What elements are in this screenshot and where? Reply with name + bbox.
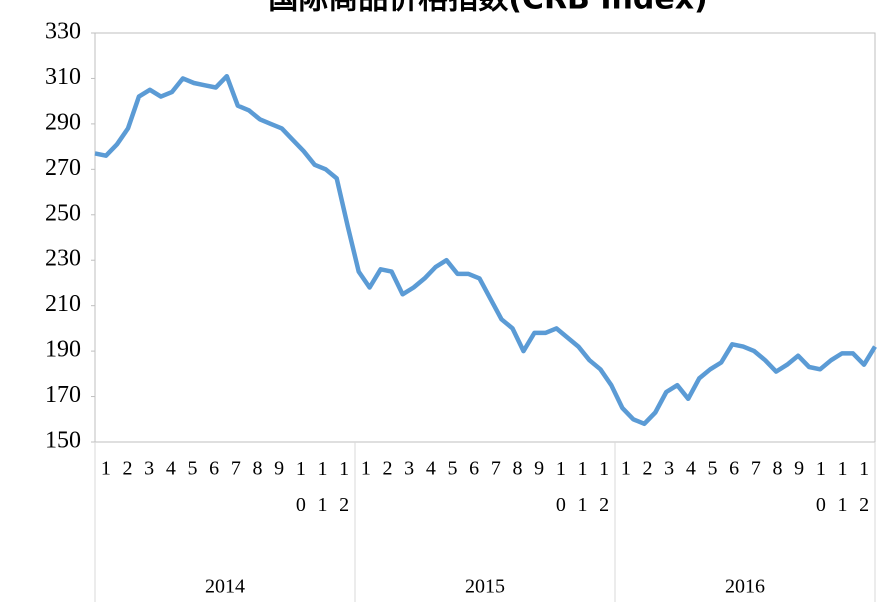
y-tick-label: 330 [45, 19, 81, 45]
x-tick-label: 5 [448, 458, 458, 480]
x-tick-label: 2 [383, 458, 393, 480]
x-tick-label: 8 [253, 458, 263, 480]
y-tick-label: 170 [45, 382, 81, 408]
group-label: 2014 [205, 576, 245, 598]
y-tick-label: 310 [45, 64, 81, 90]
y-tick-label: 150 [45, 428, 81, 454]
x-tick-label: 4 [426, 458, 436, 480]
x-tick-label: 4 [686, 458, 696, 480]
y-tick-label: 290 [45, 109, 81, 135]
x-tick-label: 7 [231, 458, 241, 480]
x-tick-label: 5 [188, 458, 198, 480]
x-tick-label: 1 [101, 458, 111, 480]
y-tick-label: 270 [45, 155, 81, 181]
x-tick-label: 9 [534, 458, 544, 480]
x-tick-label: 2 [123, 458, 133, 480]
x-tick-label: 3 [144, 458, 154, 480]
y-tick-label: 250 [45, 200, 81, 226]
y-tick-label: 230 [45, 246, 81, 272]
x-tick-label: 5 [708, 458, 718, 480]
x-tick-label: 9 [274, 458, 284, 480]
x-tick-label: 2 [643, 458, 653, 480]
x-tick-label: 6 [729, 458, 739, 480]
y-tick-label: 190 [45, 337, 81, 363]
x-tick-label: 9 [794, 458, 804, 480]
x-tick-label: 1 [361, 458, 371, 480]
data-line [94, 73, 877, 427]
x-tick-label: 8 [773, 458, 783, 480]
x-tick-label: 3 [404, 458, 414, 480]
group-label: 2016 [725, 576, 765, 598]
y-tick-label: 210 [45, 291, 81, 317]
x-tick-label: 4 [166, 458, 176, 480]
x-tick-label: 1 [621, 458, 631, 480]
chart-title: 国际商品价格指数(CRB Index) [268, 0, 708, 17]
x-tick-label: 7 [751, 458, 761, 480]
x-tick-label: 7 [491, 458, 501, 480]
plot-border [94, 32, 876, 443]
x-tick-label: 6 [469, 458, 479, 480]
x-tick-label: 8 [513, 458, 523, 480]
group-label: 2015 [465, 576, 505, 598]
x-tick-label: 3 [664, 458, 674, 480]
x-tick-label: 6 [209, 458, 219, 480]
